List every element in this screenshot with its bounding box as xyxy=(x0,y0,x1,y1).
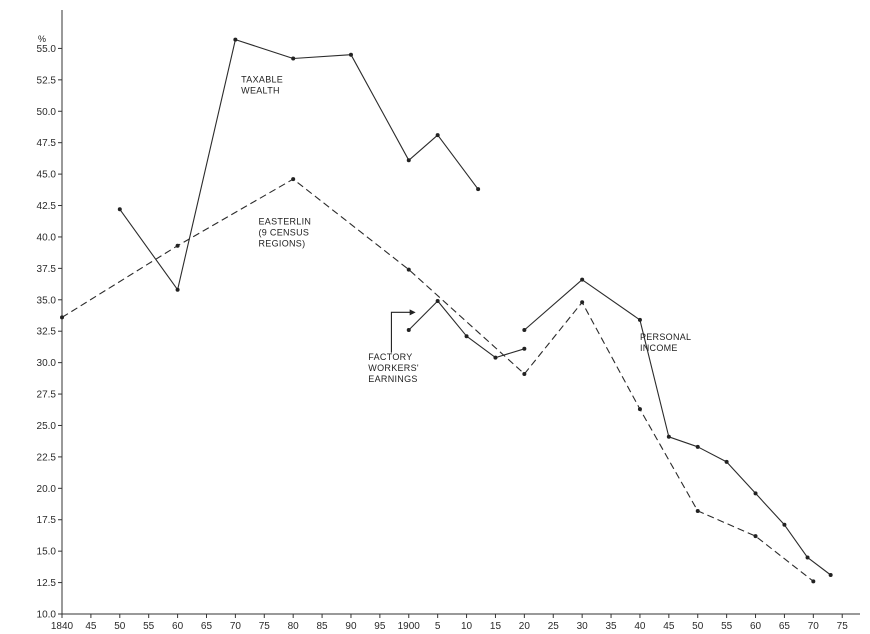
x-tick-label: 20 xyxy=(519,621,531,632)
x-tick-label: 40 xyxy=(634,621,646,632)
data-point xyxy=(637,407,642,412)
data-point xyxy=(828,573,833,578)
y-tick-label: 12.5 xyxy=(37,578,57,589)
y-tick-label: 35.0 xyxy=(37,295,57,306)
data-point xyxy=(695,508,700,513)
y-tick-label: 37.5 xyxy=(37,264,57,275)
y-tick-label: 30.0 xyxy=(37,358,57,369)
x-tick-label: 75 xyxy=(259,621,271,632)
series-annotation: PERSONAL INCOME xyxy=(640,332,691,353)
y-tick-label: 52.5 xyxy=(37,75,57,86)
data-point xyxy=(753,534,758,539)
series-annotation: TAXABLE WEALTH xyxy=(241,74,283,95)
x-tick-label: 45 xyxy=(85,621,97,632)
data-point xyxy=(522,327,527,332)
data-point xyxy=(476,187,481,192)
x-tick-label: 75 xyxy=(837,621,849,632)
x-tick-label: 25 xyxy=(548,621,560,632)
data-point xyxy=(348,52,353,57)
pointer-arrow-head xyxy=(409,309,416,316)
y-tick-label: 27.5 xyxy=(37,390,57,401)
data-point xyxy=(435,299,440,304)
y-tick-label: 32.5 xyxy=(37,327,57,338)
y-tick-label: 20.0 xyxy=(37,484,57,495)
y-tick-label: 42.5 xyxy=(37,201,57,212)
data-point xyxy=(435,133,440,138)
y-tick-label: 40.0 xyxy=(37,232,57,243)
series-line-0 xyxy=(119,39,479,291)
data-point xyxy=(233,37,238,42)
data-point xyxy=(580,300,585,305)
x-tick-label: 65 xyxy=(779,621,791,632)
y-tick-group: 10.0 12.5 15.0 17.5 20.0 22.5 25.0 27.5 30.0 32.5… xyxy=(37,44,62,621)
series-line-1 xyxy=(61,178,814,582)
y-axis-unit: % xyxy=(38,34,46,44)
data-point xyxy=(493,355,498,360)
series-group xyxy=(60,37,833,584)
x-tick-label: 55 xyxy=(143,621,155,632)
data-point xyxy=(60,315,64,320)
data-point xyxy=(637,317,642,322)
data-point xyxy=(291,56,296,61)
x-tick-label: 10 xyxy=(461,621,473,632)
x-tick-label: 60 xyxy=(172,621,184,632)
data-point xyxy=(406,158,411,163)
x-tick-label: 1900 xyxy=(398,621,421,632)
x-tick-label: 55 xyxy=(721,621,733,632)
y-tick-label: 55.0 xyxy=(37,44,57,55)
data-point xyxy=(580,277,585,282)
x-tick-label: 50 xyxy=(114,621,126,632)
x-tick-label: 80 xyxy=(288,621,300,632)
series-line-2 xyxy=(408,300,525,359)
y-tick-label: 22.5 xyxy=(37,452,57,463)
series-line-3 xyxy=(524,279,832,576)
annotation-group: TAXABLE WEALTH EASTERLIN (9 CENSUS REGIONS) F… xyxy=(241,74,691,384)
x-tick-label: 5 xyxy=(435,621,441,632)
series-annotation: EASTERLIN (9 CENSUS REGIONS) xyxy=(259,216,312,248)
x-tick-label: 65 xyxy=(201,621,213,632)
data-point xyxy=(406,327,411,332)
x-tick-label: 95 xyxy=(374,621,386,632)
data-point xyxy=(406,267,411,272)
data-point xyxy=(805,555,810,560)
x-tick-label: 35 xyxy=(605,621,617,632)
pointer-arrow-line xyxy=(390,311,412,353)
data-point xyxy=(175,287,180,292)
data-point xyxy=(753,491,758,496)
data-point xyxy=(522,371,527,376)
y-tick-label: 25.0 xyxy=(37,421,57,432)
data-point xyxy=(695,444,700,449)
y-tick-label: 15.0 xyxy=(37,547,57,558)
x-tick-label: 30 xyxy=(577,621,589,632)
data-point xyxy=(117,207,122,212)
x-tick-label: 70 xyxy=(808,621,820,632)
data-point xyxy=(522,346,527,351)
data-point xyxy=(811,579,816,584)
series-annotation: FACTORY WORKERS' EARNINGS xyxy=(368,352,419,384)
y-tick-label: 50.0 xyxy=(37,107,57,118)
y-tick-label: 45.0 xyxy=(37,170,57,181)
x-tick-label: 85 xyxy=(317,621,329,632)
y-tick-label: 17.5 xyxy=(37,515,57,526)
data-point xyxy=(175,243,180,248)
x-tick-label: 50 xyxy=(692,621,704,632)
x-tick-label: 1840 xyxy=(51,621,74,632)
data-point xyxy=(782,522,787,527)
data-point xyxy=(464,334,469,339)
y-tick-label: 10.0 xyxy=(37,610,57,621)
x-tick-label: 60 xyxy=(750,621,762,632)
x-tick-group: 1840 45 50 55 60 65 70 75 80 85 90 95 1900 5 10 15 20 25 3… xyxy=(51,614,848,632)
data-point xyxy=(291,177,296,182)
x-tick-label: 70 xyxy=(230,621,242,632)
x-tick-label: 90 xyxy=(345,621,357,632)
data-point xyxy=(666,434,671,439)
x-tick-label: 15 xyxy=(490,621,502,632)
x-tick-label: 45 xyxy=(663,621,675,632)
y-tick-label: 47.5 xyxy=(37,138,57,149)
data-point xyxy=(724,459,729,464)
